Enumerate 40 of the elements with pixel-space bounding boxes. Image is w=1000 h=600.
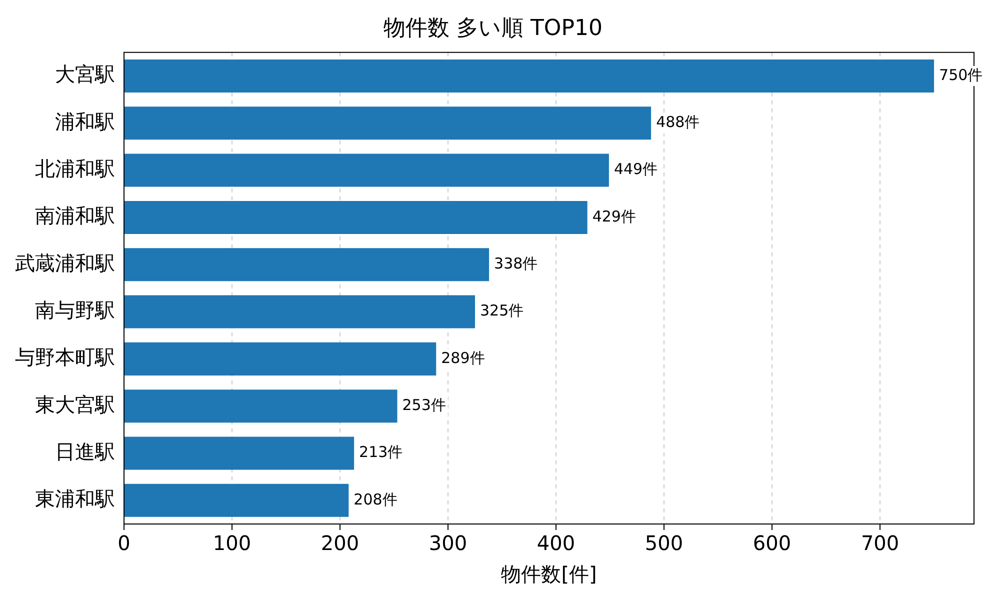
x-tick-label: 600 [752, 531, 792, 556]
bar [124, 484, 349, 517]
x-tick-label: 0 [118, 531, 130, 556]
x-tick-label: 500 [644, 531, 684, 556]
y-tick-label: 大宮駅 [55, 62, 115, 86]
x-tick-label: 300 [428, 531, 468, 556]
data-label: 488件 [656, 113, 700, 132]
data-label: 253件 [402, 396, 446, 414]
x-tick-label: 400 [536, 531, 576, 556]
y-tick-label: 与野本町駅 [15, 345, 115, 370]
x-tick-label: 700 [860, 531, 900, 556]
data-label: 750件 [939, 66, 983, 84]
x-tick-label: 100 [212, 531, 252, 556]
y-tick-label: 南与野駅 [35, 298, 115, 322]
data-label: 338件 [494, 254, 538, 273]
bar [124, 200, 588, 234]
x-tick-label: 200 [320, 531, 360, 556]
data-label: 325件 [480, 302, 524, 320]
y-tick-label: 日進駅 [55, 439, 115, 464]
bar [124, 436, 354, 470]
data-label: 208件 [354, 490, 398, 508]
bar [124, 59, 934, 92]
y-tick-label: 浦和駅 [55, 109, 115, 134]
y-tick-label: 東大宮駅 [35, 392, 115, 416]
bar [124, 154, 609, 187]
data-label: 449件 [614, 160, 658, 178]
x-axis-title: 物件数[件] [501, 562, 597, 586]
y-tick-label: 東浦和駅 [35, 486, 115, 511]
chart-title: 物件数 多い順 TOP10 [383, 16, 603, 41]
bar [124, 390, 398, 423]
data-label: 429件 [592, 207, 636, 226]
data-label: 213件 [359, 443, 403, 462]
y-tick-label: 南浦和駅 [35, 204, 115, 228]
bar [124, 342, 436, 376]
bar [124, 106, 652, 140]
bar [124, 295, 476, 328]
y-tick-label: 北浦和駅 [35, 156, 115, 181]
data-label: 289件 [441, 348, 485, 367]
bar [124, 248, 490, 282]
y-tick-label: 武蔵浦和駅 [15, 250, 115, 275]
